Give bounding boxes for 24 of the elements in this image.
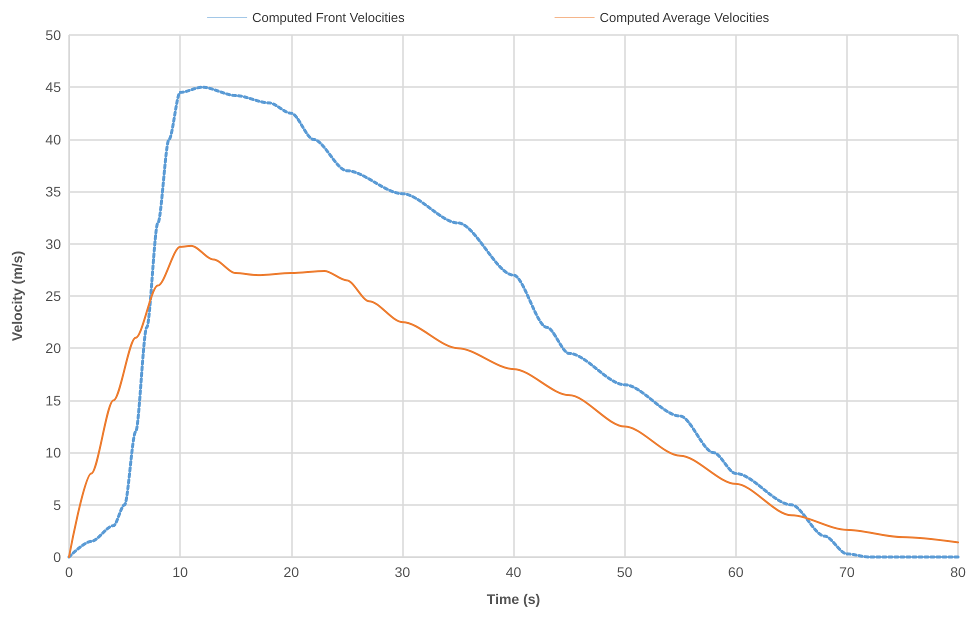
- x-tick-label: 30: [394, 564, 410, 580]
- x-axis-title: Time (s): [486, 591, 540, 607]
- legend-label: Computed Front Velocities: [252, 10, 406, 25]
- y-tick-label: 50: [45, 27, 62, 43]
- x-tick-label: 40: [506, 564, 522, 580]
- x-tick-label: 20: [283, 564, 300, 580]
- y-tick-label: 35: [45, 184, 62, 200]
- y-axis-title: Velocity (m/s): [9, 250, 25, 342]
- y-tick-label: 15: [45, 392, 62, 408]
- x-tick-label: 70: [839, 564, 855, 580]
- x-tick-label: 50: [616, 564, 633, 580]
- x-tick-label: 0: [65, 564, 74, 580]
- y-tick-label: 30: [45, 236, 62, 252]
- x-tick-label: 80: [950, 564, 966, 580]
- x-tick-label: 60: [728, 564, 744, 580]
- y-tick-label: 40: [45, 131, 62, 148]
- y-tick-label: 25: [45, 288, 62, 304]
- y-tick-label: 10: [45, 444, 62, 461]
- legend-label: Computed Average Velocities: [600, 10, 770, 25]
- y-tick-label: 20: [45, 340, 62, 356]
- y-tick-label: 0: [53, 549, 62, 565]
- y-tick-label: 5: [53, 496, 62, 513]
- y-tick-label: 45: [45, 79, 62, 96]
- x-tick-label: 10: [172, 564, 188, 580]
